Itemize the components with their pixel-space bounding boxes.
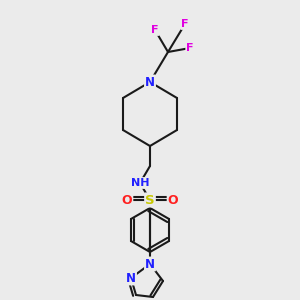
Text: N: N	[145, 257, 155, 271]
Text: N: N	[145, 76, 155, 88]
Text: O: O	[122, 194, 132, 206]
Text: F: F	[151, 25, 159, 35]
Text: S: S	[145, 194, 155, 206]
Text: O: O	[168, 194, 178, 206]
Text: NH: NH	[131, 178, 149, 188]
Text: N: N	[126, 272, 136, 284]
Text: F: F	[181, 19, 189, 29]
Text: F: F	[186, 43, 194, 53]
